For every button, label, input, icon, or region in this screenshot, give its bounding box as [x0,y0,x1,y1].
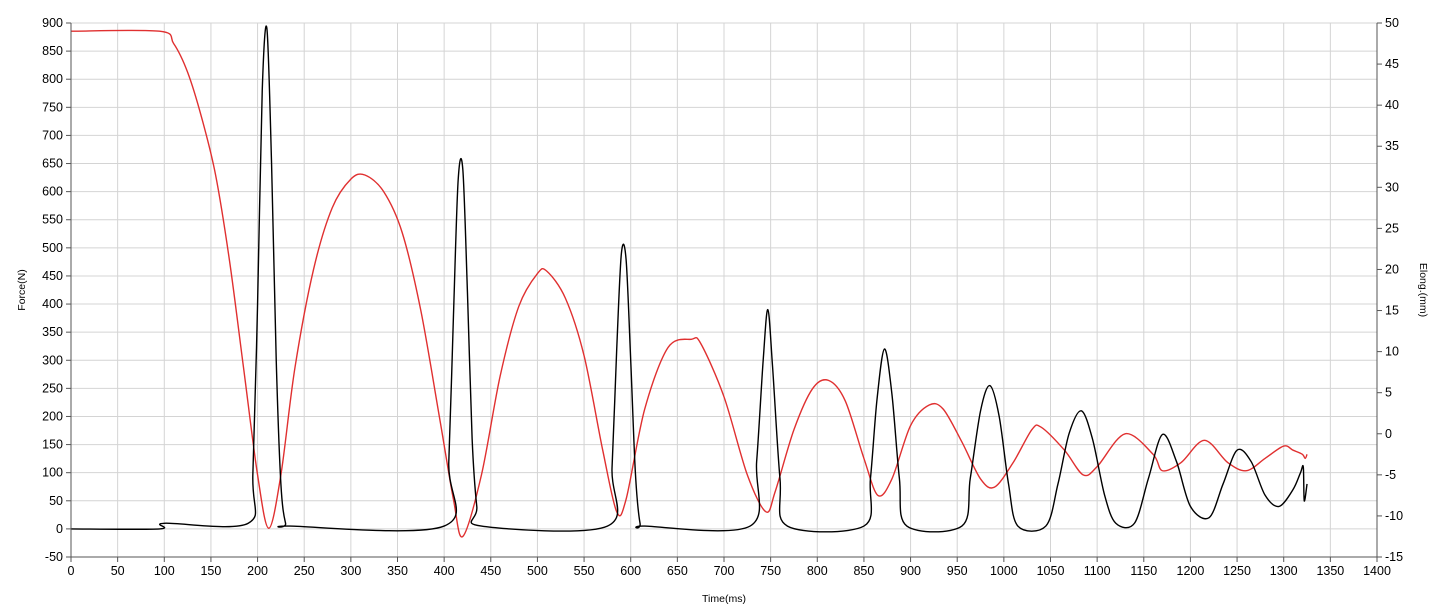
y-right-tick-label: 30 [1385,180,1399,194]
x-tick-label: 650 [667,564,688,578]
x-tick-label: 300 [340,564,361,578]
x-tick-label: 700 [714,564,735,578]
x-tick-label: 200 [247,564,268,578]
x-tick-label: 900 [900,564,921,578]
x-tick-label: 400 [434,564,455,578]
y-left-tick-label: 0 [56,522,63,536]
y-left-tick-label: 200 [42,409,63,423]
x-tick-label: 450 [480,564,501,578]
y-left-tick-label: 50 [49,494,63,508]
x-tick-label: 1350 [1316,564,1344,578]
x-tick-label: 750 [760,564,781,578]
x-tick-label: 50 [111,564,125,578]
y-right-tick-label: 25 [1385,221,1399,235]
y-left-tick-label: 800 [42,72,63,86]
y-left-tick-label: 750 [42,100,63,114]
x-tick-label: 950 [947,564,968,578]
y-left-tick-label: 900 [42,16,63,30]
y-left-tick-label: 450 [42,269,63,283]
y-right-tick-label: 0 [1385,427,1392,441]
y-right-tick-label: 40 [1385,98,1399,112]
y-left-tick-label: 350 [42,325,63,339]
x-tick-label: 1400 [1363,564,1391,578]
y-left-tick-label: 100 [42,466,63,480]
y-right-tick-label: 45 [1385,57,1399,71]
x-tick-label: 150 [200,564,221,578]
x-tick-label: 0 [68,564,75,578]
y-left-tick-label: 300 [42,353,63,367]
y-right-tick-label: -5 [1385,468,1396,482]
x-tick-label: 1250 [1223,564,1251,578]
x-tick-label: 850 [853,564,874,578]
y-left-tick-label: 400 [42,297,63,311]
y-right-tick-label: 35 [1385,139,1399,153]
x-tick-label: 1300 [1270,564,1298,578]
y-axis-left-label: Force(N) [16,269,28,310]
x-tick-label: 500 [527,564,548,578]
y-axis-right-label: Elong.(mm) [1417,263,1429,317]
y-right-tick-label: -10 [1385,509,1403,523]
y-left-tick-label: 650 [42,157,63,171]
series-lines [70,25,1308,538]
y-left-tick-label: 700 [42,128,63,142]
y-left-tick-label: 850 [42,44,63,58]
x-tick-label: 1200 [1177,564,1205,578]
y-left-tick-label: 600 [42,185,63,199]
series-line-force [70,25,1308,533]
x-tick-label: 1000 [990,564,1018,578]
axes [66,22,1382,562]
x-tick-label: 350 [387,564,408,578]
x-tick-label: 1100 [1084,564,1111,578]
x-axis-label: Time(ms) [702,593,746,605]
y-right-tick-label: -15 [1385,550,1403,564]
series-line-elongation [70,29,1308,538]
y-right-tick-label: 50 [1385,16,1399,30]
y-left-tick-label: -50 [45,550,63,564]
y-right-tick-label: 15 [1385,304,1399,318]
x-tick-label: 250 [294,564,315,578]
x-tick-label: 550 [574,564,595,578]
y-left-tick-label: 500 [42,241,63,255]
y-right-tick-label: 10 [1385,345,1399,359]
x-tick-label: 1050 [1037,564,1065,578]
tick-labels: 0 50 100 150 200 250 300 350 400 450 500 550 600 650 7… [42,16,1403,578]
y-left-tick-label: 250 [42,381,63,395]
y-right-tick-label: 20 [1385,262,1399,276]
grid-lines [70,22,1378,558]
x-tick-label: 100 [154,564,175,578]
x-tick-label: 600 [620,564,641,578]
y-left-tick-label: 550 [42,213,63,227]
y-left-tick-label: 150 [42,438,63,452]
x-tick-label: 1150 [1130,564,1157,578]
x-tick-label: 800 [807,564,828,578]
y-right-tick-label: 5 [1385,386,1392,400]
